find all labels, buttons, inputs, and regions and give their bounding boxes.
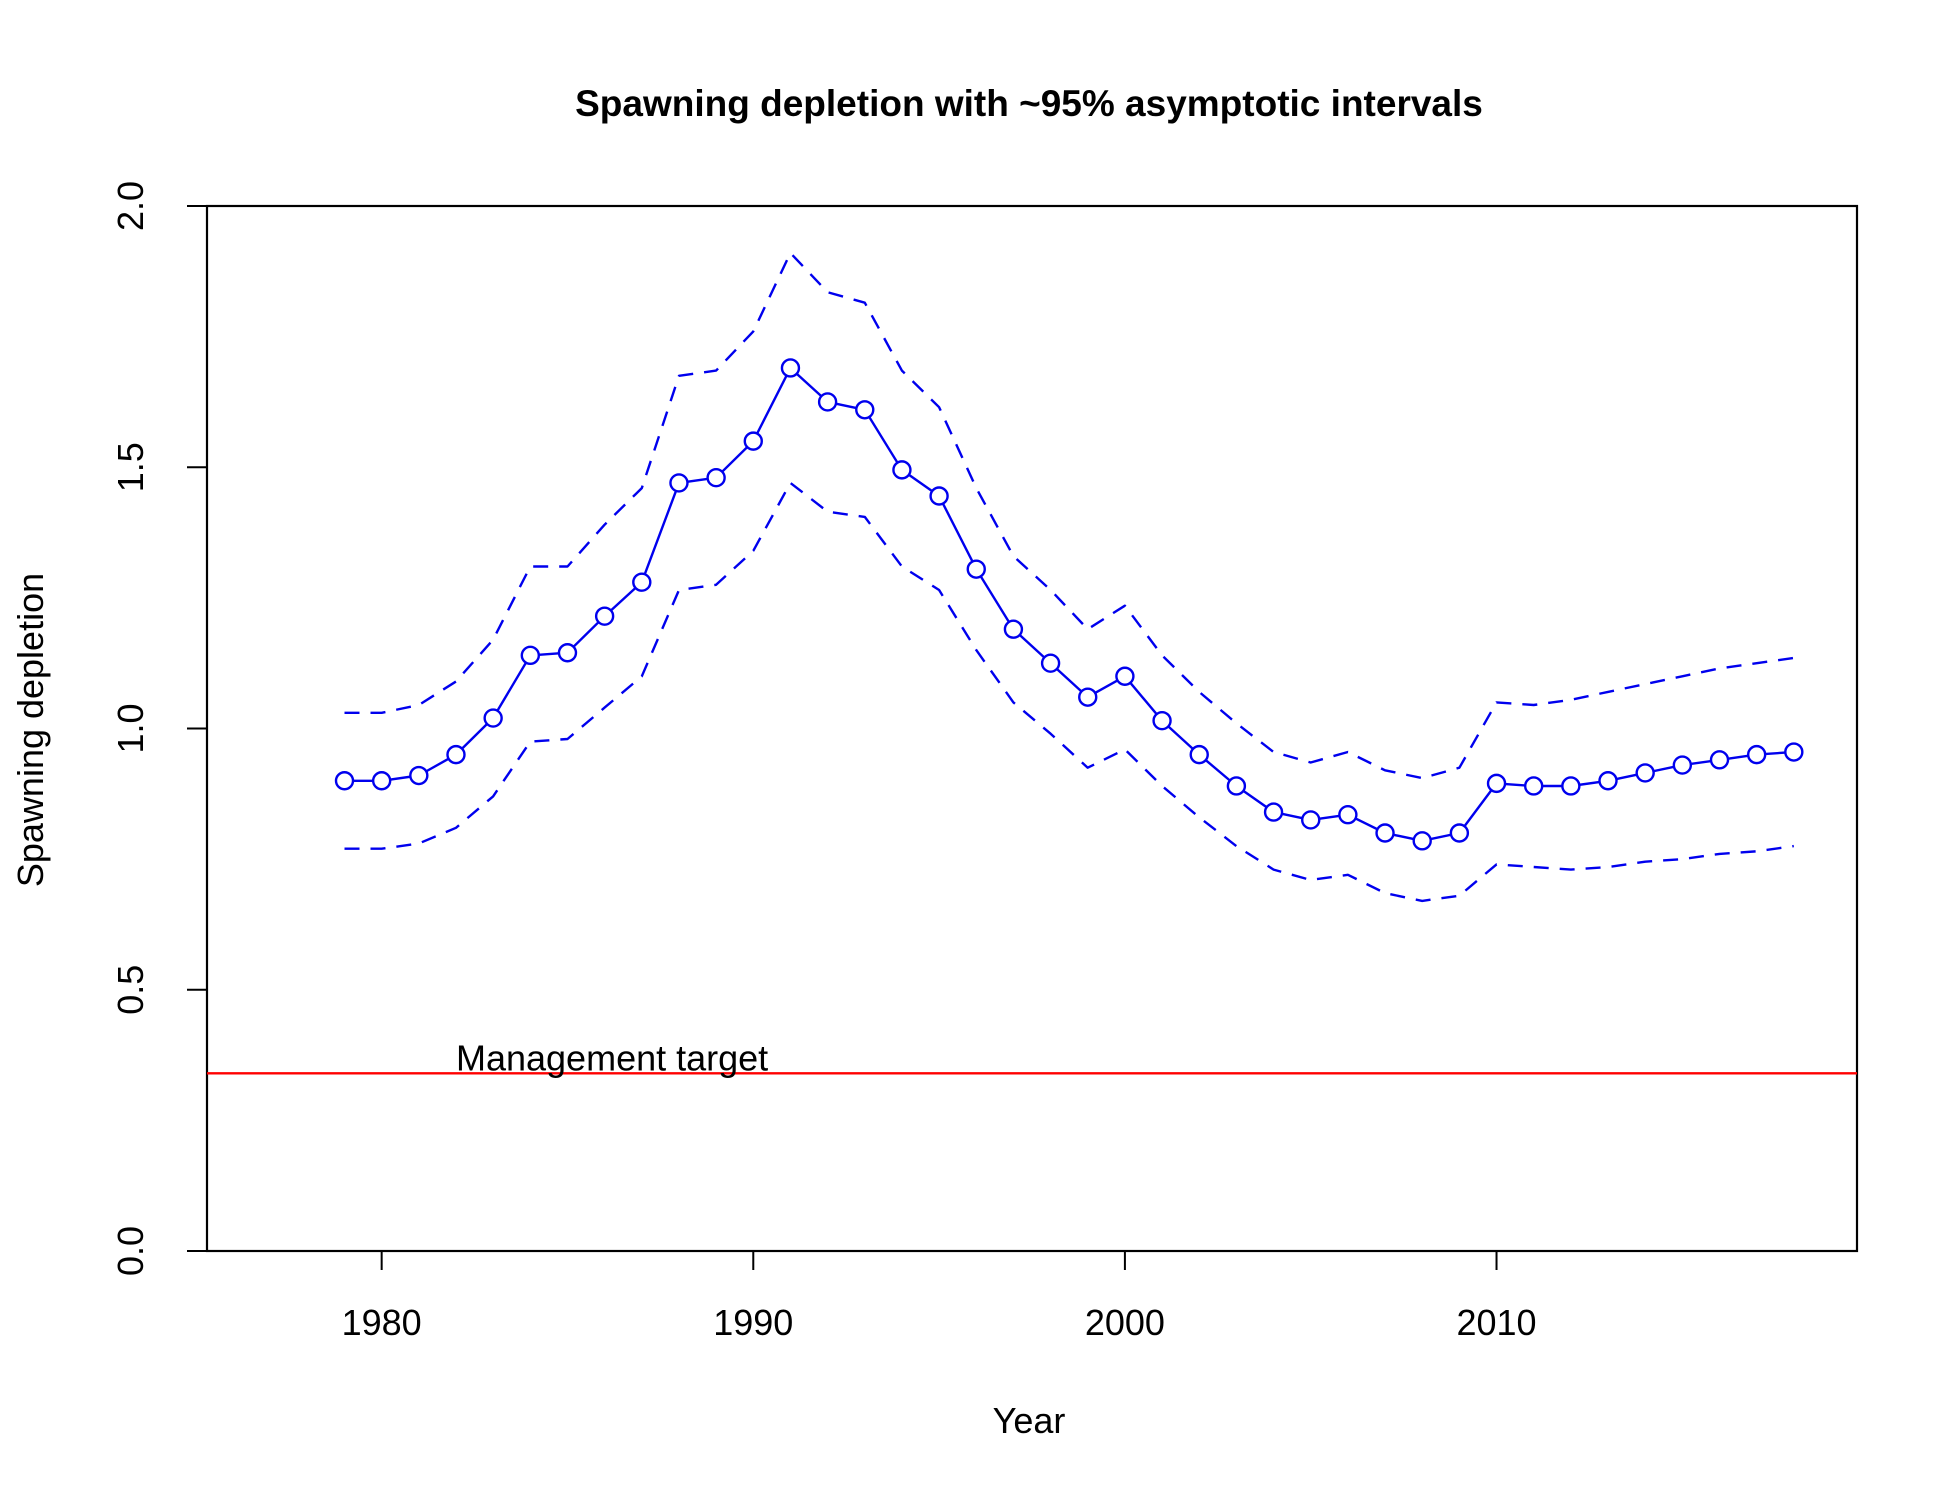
estimate-point bbox=[371, 771, 392, 791]
estimate-point bbox=[892, 460, 912, 480]
estimate-point bbox=[1152, 710, 1172, 731]
estimate-point bbox=[817, 392, 838, 412]
x-axis-label: Year bbox=[993, 1400, 1066, 1441]
estimate-point bbox=[1784, 742, 1804, 762]
estimate-line bbox=[344, 366, 1794, 842]
estimate-point bbox=[669, 473, 689, 493]
estimate-point bbox=[483, 708, 503, 728]
y-axis-label: Spawning depletion bbox=[10, 573, 51, 887]
management-target-label: Management target bbox=[456, 1037, 768, 1078]
estimate-point bbox=[1412, 831, 1432, 851]
estimate-point bbox=[1003, 619, 1024, 639]
x-tick-label: 1990 bbox=[713, 1302, 793, 1343]
estimate-point bbox=[1486, 773, 1507, 794]
estimate-point bbox=[409, 765, 429, 786]
estimate-point bbox=[1561, 776, 1581, 796]
y-tick-label: 0.0 bbox=[110, 1226, 151, 1276]
estimate-point bbox=[446, 744, 466, 765]
y-tick-label: 1.0 bbox=[110, 703, 151, 753]
estimate-point bbox=[966, 559, 986, 579]
estimate-point bbox=[1375, 823, 1395, 843]
estimate-point bbox=[594, 606, 615, 626]
estimate-point bbox=[1523, 776, 1544, 796]
y-tick-label: 1.5 bbox=[110, 442, 151, 492]
estimate-point bbox=[855, 400, 875, 420]
estimate-point bbox=[780, 358, 801, 378]
estimate-point bbox=[557, 643, 578, 663]
estimate-point bbox=[1709, 750, 1730, 770]
estimate-point bbox=[1040, 653, 1061, 673]
estimate-point bbox=[632, 572, 652, 592]
estimate-point bbox=[1338, 805, 1358, 825]
plot-frame bbox=[205, 204, 1859, 1253]
y-tick-label: 0.5 bbox=[110, 965, 151, 1015]
y-tick-label: 2.0 bbox=[110, 181, 151, 231]
estimate-point bbox=[1449, 823, 1470, 843]
estimate-point bbox=[1672, 755, 1693, 775]
estimate-point bbox=[1746, 744, 1767, 765]
upper-interval-line bbox=[344, 251, 1794, 780]
estimate-point bbox=[1189, 744, 1209, 765]
estimate-point bbox=[929, 486, 949, 506]
x-tick-label: 2000 bbox=[1085, 1302, 1165, 1343]
estimate-point bbox=[706, 468, 726, 488]
estimate-point bbox=[1598, 771, 1618, 791]
x-tick-label: 1980 bbox=[342, 1302, 422, 1343]
lower-interval-line bbox=[344, 481, 1794, 903]
chart-title: Spawning depletion with ~95% asymptotic … bbox=[575, 83, 1483, 124]
plot-area: 1980 1990 2000 2010 0.0 0.5 1.0 1.5 2.0 Managemen… bbox=[110, 181, 1859, 1343]
estimate-point bbox=[334, 771, 355, 791]
estimate-point bbox=[520, 645, 541, 666]
estimate-point bbox=[1263, 802, 1284, 822]
estimate-point bbox=[1635, 763, 1655, 783]
estimate-point bbox=[743, 431, 763, 451]
estimate-point bbox=[1078, 687, 1098, 707]
estimate-point bbox=[1226, 776, 1247, 796]
estimate-point bbox=[1301, 810, 1321, 830]
estimate-point bbox=[1115, 666, 1135, 686]
x-tick-label: 2010 bbox=[1456, 1302, 1536, 1343]
